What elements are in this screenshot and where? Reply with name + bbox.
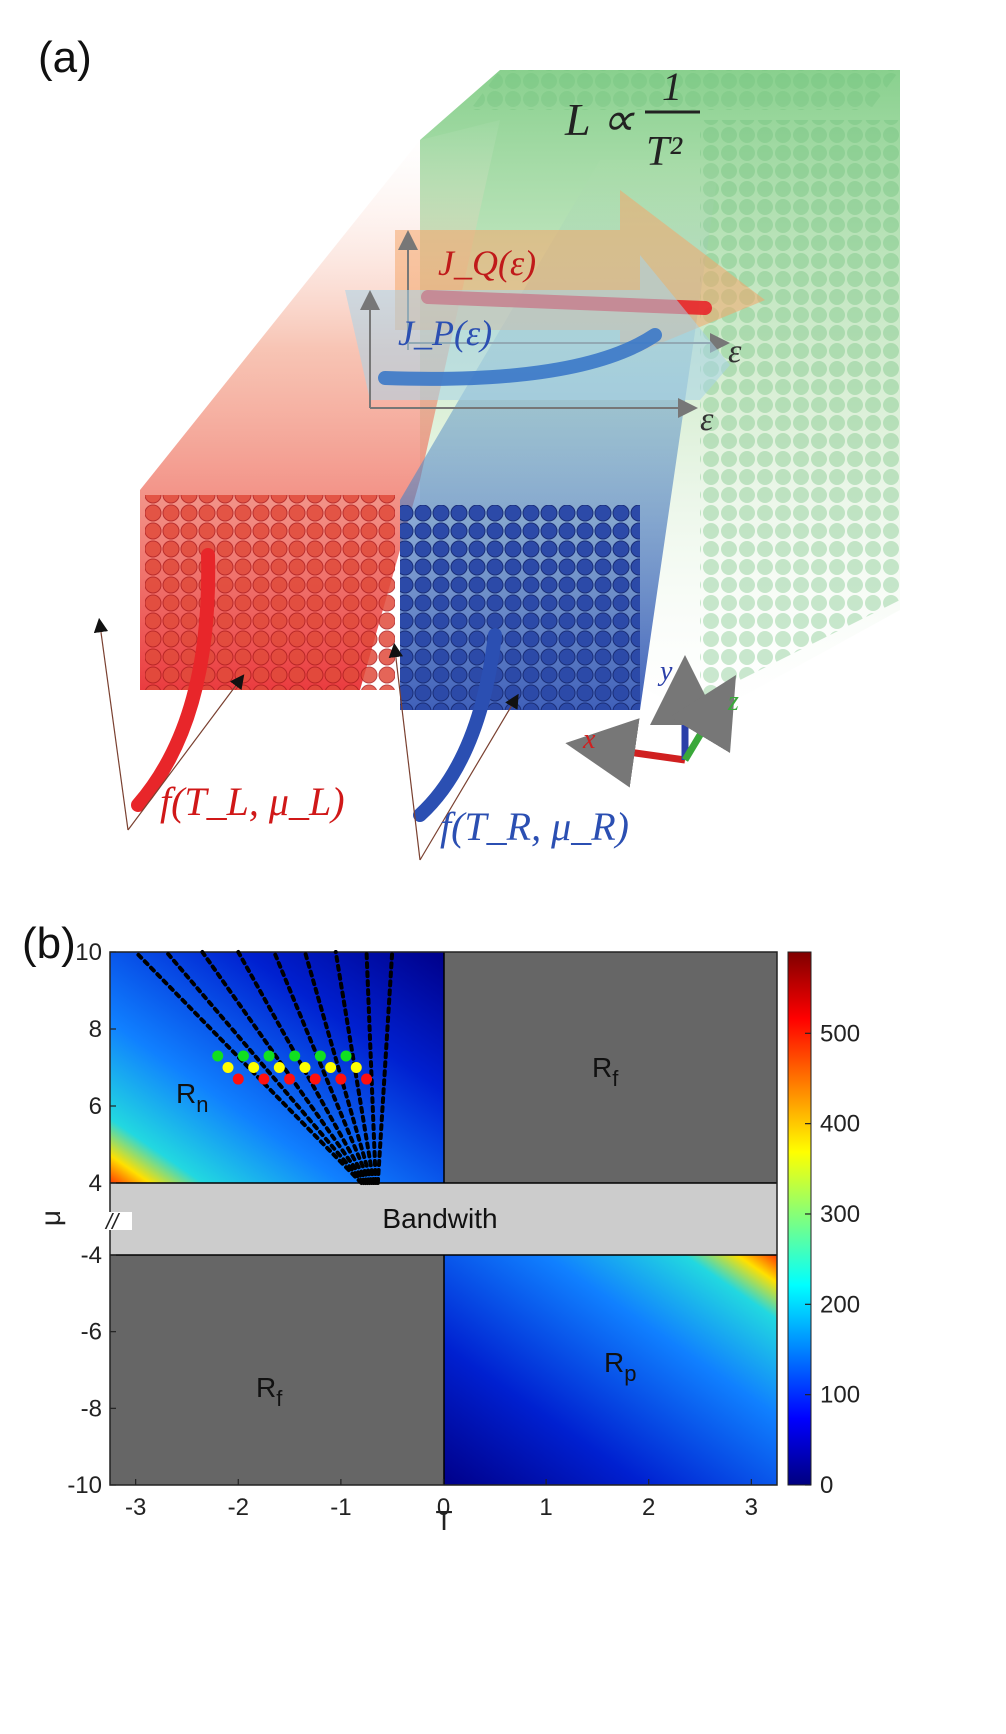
region-rf-bottom-label: Rf [256, 1372, 283, 1411]
marker-green [237, 1050, 249, 1062]
marker-red [258, 1073, 270, 1085]
colorbar-ticks: 500 400 300 200 100 0 [805, 1020, 860, 1499]
x-tick-label: -3 [125, 1494, 146, 1521]
y-tick-label: -10 [67, 1472, 102, 1499]
y-axis-title: μ [35, 1210, 66, 1226]
dotted-line [364, 950, 378, 1185]
marker-yellow [222, 1062, 234, 1073]
right-distribution: f(T_R, μ_R) [388, 628, 629, 861]
y-tick-label: 8 [89, 1016, 102, 1043]
colorbar-tick-label: 100 [820, 1382, 860, 1409]
marker-yellow [299, 1062, 311, 1073]
x-tick-label: 0 [437, 1494, 450, 1521]
dotted-line [164, 950, 366, 1185]
dotted-line [375, 950, 395, 1185]
particle-current-label: J_P(ε) [398, 313, 492, 353]
bandwidth-label: Bandwith [382, 1203, 497, 1234]
formula-numerator: 1 [662, 64, 682, 109]
colorbar-tick-label: 0 [820, 1472, 833, 1499]
x-axis-title: T [435, 1505, 452, 1536]
marker-green [340, 1050, 352, 1062]
x-tick-label: -1 [330, 1494, 351, 1521]
axis-x-label: x [582, 724, 596, 755]
marker-green [289, 1050, 301, 1062]
y-tick-label: -8 [81, 1395, 102, 1422]
marker-green [314, 1050, 326, 1062]
dotted-line [272, 950, 372, 1185]
marker-yellow [350, 1062, 362, 1073]
length-formula: L ∝ 1 T² [564, 64, 700, 175]
formula-left: L ∝ [564, 94, 635, 145]
marker-red [335, 1073, 347, 1085]
marker-red [361, 1073, 373, 1085]
particle-current-arrow: J_P(ε) ε [345, 255, 730, 438]
y-tick-label: 6 [89, 1093, 102, 1120]
x-tick-label: 2 [642, 1494, 655, 1521]
region-rp-label: Rp [604, 1347, 636, 1386]
marker-yellow [325, 1062, 337, 1073]
marker-yellow [273, 1062, 285, 1073]
left-distribution-label: f(T_L, μ_L) [160, 779, 345, 824]
axis-z-label: z [727, 686, 739, 717]
x-tick-label: 3 [745, 1494, 758, 1521]
marker-red [309, 1073, 321, 1085]
y-tick-label: 4 [89, 1170, 102, 1197]
panel-b-label: (b) [22, 919, 76, 968]
energy-axis-label-2: ε [700, 401, 714, 438]
colorbar-tick-label: 200 [820, 1291, 860, 1318]
marker-red [284, 1073, 296, 1085]
right-distribution-label: f(T_R, μ_R) [440, 804, 629, 849]
axis-y-label: y [657, 656, 673, 687]
left-distribution: f(T_L, μ_L) [93, 548, 345, 831]
marker-yellow [248, 1062, 260, 1073]
panel-a-label: (a) [38, 33, 92, 82]
formula-denominator: T² [646, 129, 683, 175]
bandwidth-region [110, 1183, 777, 1255]
x-axis-ticks: -3 -2 -1 0 1 2 3 [125, 1479, 758, 1521]
heat-current-label: J_Q(ε) [438, 243, 536, 283]
energy-axis-label-1: ε [728, 333, 742, 370]
region-rf-top-label: Rf [592, 1052, 619, 1091]
dotted-line [302, 950, 374, 1185]
marker-red [232, 1073, 244, 1085]
marker-green [263, 1050, 275, 1062]
x-tick-label: -2 [228, 1494, 249, 1521]
coordinate-axes: x y z [565, 655, 739, 788]
panel-a: (a) J_Q(ε) ε [38, 33, 900, 861]
region-rn-label: Rn [176, 1078, 208, 1117]
y-tick-label: -6 [81, 1319, 102, 1346]
colorbar [787, 951, 812, 1486]
colorbar-tick-label: 300 [820, 1201, 860, 1228]
dotted-line [236, 950, 370, 1185]
x-tick-label: 1 [539, 1494, 552, 1521]
colorbar-tick-label: 500 [820, 1020, 860, 1047]
region-rf-top [444, 952, 777, 1183]
y-tick-label: 10 [75, 939, 102, 966]
marker-dots [212, 1050, 373, 1085]
panel-b: (b) Rn Rf Rf Rp Bandwith // -3 -2 -1 0 1 2 3 1… [22, 919, 860, 1536]
dotted-line [200, 950, 368, 1185]
y-tick-label: -4 [81, 1242, 102, 1269]
axis-break-mark: // [104, 1209, 120, 1234]
region-rp-heatmap [444, 1255, 777, 1485]
marker-green [212, 1050, 224, 1062]
colorbar-tick-label: 400 [820, 1111, 860, 1138]
region-rf-bottom [110, 1255, 444, 1485]
y-axis-ticks: 10 8 6 4 -4 -6 -8 -10 [67, 939, 116, 1499]
